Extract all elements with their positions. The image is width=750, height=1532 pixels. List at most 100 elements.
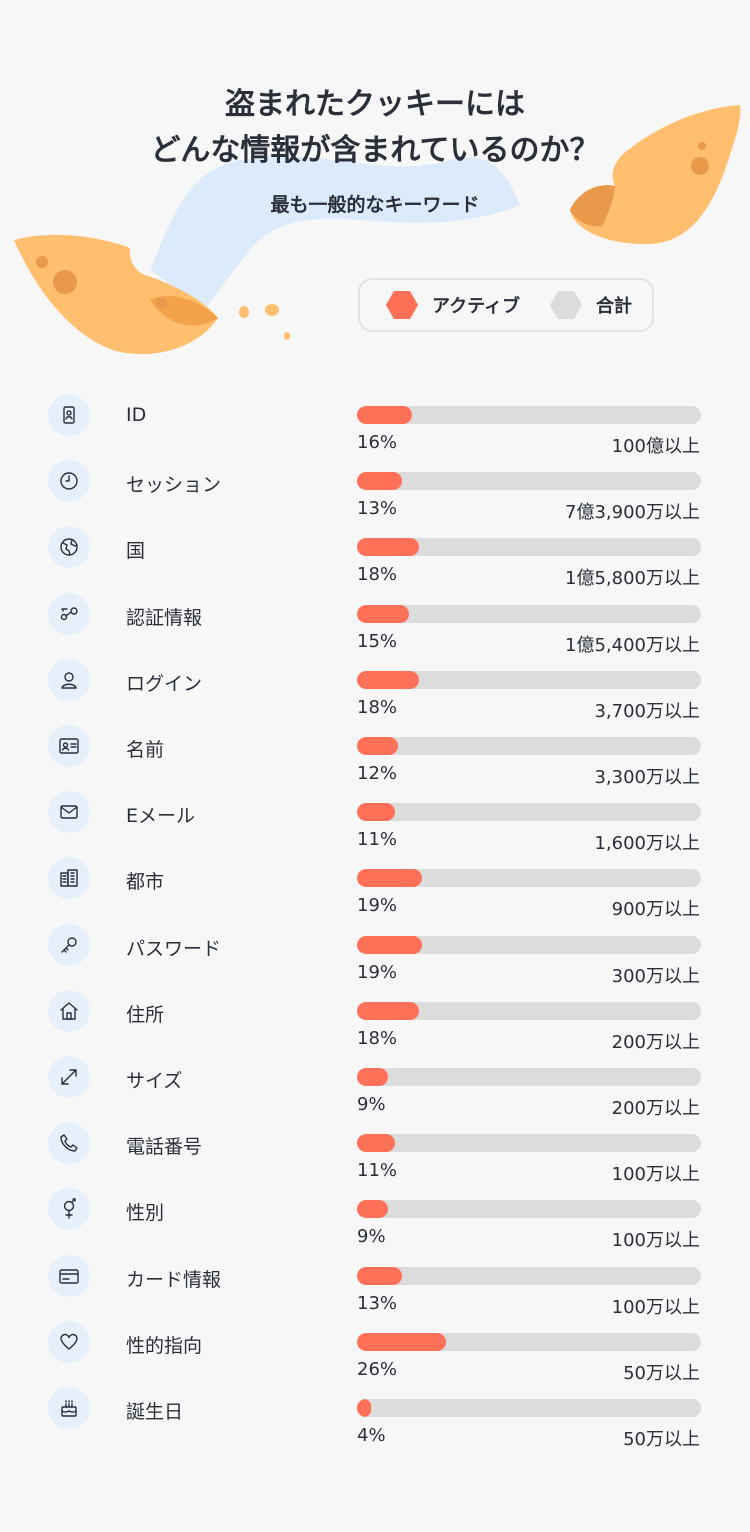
row-label: 都市 [126,871,165,894]
bar-fill-active [357,803,395,822]
bar-fill-active [357,406,413,424]
bar-row: 名前 12% 3,300万以上 [0,723,750,789]
user-icon [48,658,90,701]
title-line-1: 盗まれたクッキーには [225,87,525,122]
page-subtitle: 最も一般的なキーワード [270,194,480,216]
bar-fill-active [357,1200,388,1219]
total-label: 1億5,400万以上 [565,634,700,656]
bar-row: 住所 18% 200万以上 [0,988,750,1054]
percent-label: 9% [357,1226,386,1248]
percent-label: 4% [357,1425,386,1446]
bar-track [357,406,701,424]
fortune-cookie-illustration [14,105,741,355]
bar-fill-active [357,869,423,888]
bar-track [357,604,701,623]
legend-swatch-total [550,291,582,319]
heart-icon [48,1320,90,1363]
row-label: 性別 [126,1202,165,1225]
bar-fill-active [357,1001,419,1020]
bar-track [357,1399,701,1417]
total-label: 200万以上 [611,1098,700,1119]
percent-label: 11% [357,829,398,851]
bar-track [357,1134,701,1153]
title-line-2: どんな情報が含まれているのか？ [150,133,600,168]
row-label: ログイン [126,672,203,695]
bar-row: ログイン 18% 3,700万以上 [0,657,750,723]
bar-row: 認証情報 15% 1億5,400万以上 [0,591,750,657]
bar-track [357,1001,701,1020]
bar-fill-active [357,670,419,689]
total-label: 1,600万以上 [594,833,700,855]
total-label: 50万以上 [623,1429,700,1450]
bar-fill-active [357,538,419,557]
percent-label: 26% [357,1358,398,1380]
percent-label: 9% [357,1094,386,1115]
bar-row: 誕生日 4% 50万以上 [0,1385,750,1451]
gender-icon [48,1188,90,1231]
password-key-icon [48,923,90,966]
bar-row: パスワード 19% 300万以上 [0,922,750,988]
bar-track [357,1200,701,1219]
row-label: サイズ [126,1070,183,1092]
bar-row: 都市 19% 900万以上 [0,855,750,921]
bar-fill-active [357,472,402,491]
legend-swatch-active [386,291,418,319]
percent-label: 16% [357,432,398,453]
row-label: 国 [126,540,146,563]
legend-item-total: 合計 [550,280,632,330]
bar-row: カード情報 13% 100万以上 [0,1253,750,1319]
bar-track [357,472,701,491]
total-label: 50万以上 [623,1362,700,1384]
total-label: 100万以上 [611,1230,700,1252]
bar-track [357,670,701,689]
bar-fill-active [357,737,399,755]
bar-fill-active [357,1068,388,1086]
credit-card-icon [48,1254,90,1297]
bar-row: 電話番号 11% 100万以上 [0,1120,750,1186]
row-label: 住所 [126,1003,165,1026]
percent-label: 13% [357,498,398,520]
bar-track [357,1068,701,1086]
row-label: 誕生日 [126,1401,184,1423]
bar-fill-active [357,1134,395,1153]
legend-item-active: アクティブ [386,280,520,330]
total-label: 100万以上 [611,1296,700,1318]
envelope-icon [48,791,90,834]
bar-track [357,737,701,755]
total-label: 7億3,900万以上 [565,502,700,524]
row-label: パスワード [126,937,222,960]
clock-icon [48,460,90,503]
bar-row: 性別 9% 100万以上 [0,1186,750,1252]
percent-label: 18% [357,696,398,718]
bar-track [357,935,701,954]
total-label: 1億5,800万以上 [565,568,700,590]
bar-fill-active [357,1266,402,1285]
row-label: カード情報 [126,1268,222,1291]
percent-label: 13% [357,1292,398,1314]
key-icon [48,592,90,635]
percent-label: 19% [357,895,398,917]
bar-track [357,803,701,822]
bar-track [357,1266,701,1285]
legend-label-total: 合計 [596,296,632,317]
bar-track [357,1332,701,1351]
percent-label: 19% [357,961,398,983]
total-label: 3,300万以上 [594,767,700,788]
row-label: Eメール [126,805,196,828]
globe-icon [48,526,90,569]
bar-row: サイズ 9% 200万以上 [0,1054,750,1120]
row-label: セッション [126,474,222,497]
left-cookie [14,234,218,355]
buildings-icon [48,857,90,900]
id-badge-icon [48,394,90,436]
bar-row: ID 16% 100億以上 [0,392,750,458]
percent-label: 18% [357,1027,398,1049]
total-label: 200万以上 [611,1031,700,1053]
bar-fill-active [357,1332,447,1351]
bar-row: 国 18% 1億5,800万以上 [0,524,750,590]
bar-track [357,538,701,557]
house-icon [48,989,90,1032]
legend: アクティブ 合計 [358,278,654,332]
percent-label: 15% [357,630,398,652]
